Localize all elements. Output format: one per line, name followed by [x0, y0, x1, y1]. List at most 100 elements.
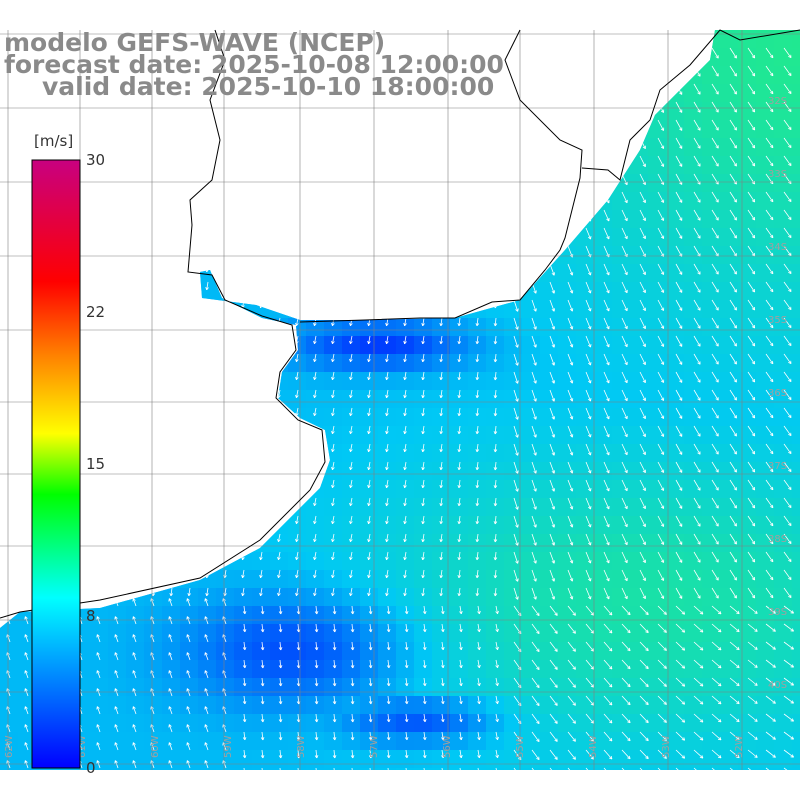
wind-arrow-head — [679, 218, 683, 221]
wind-arrow — [783, 155, 792, 166]
wind-arrow — [314, 353, 317, 362]
wind-arrow — [783, 371, 792, 382]
wind-arrow — [440, 425, 443, 434]
wind-arrow-head — [457, 376, 460, 381]
wind-cell — [648, 264, 666, 282]
wind-cell — [396, 498, 414, 516]
wind-arrow — [422, 407, 425, 416]
wind-arrow-head — [533, 381, 537, 384]
wind-arrow — [386, 353, 389, 362]
wind-arrow — [783, 65, 792, 76]
wind-arrow — [513, 425, 519, 438]
wind-cell — [450, 372, 468, 390]
wind-cell — [90, 678, 108, 696]
wind-cell — [396, 462, 414, 480]
wind-cell — [468, 426, 486, 444]
wind-cell — [468, 750, 486, 768]
wind-arrow-head — [751, 380, 755, 383]
wind-arrow — [639, 263, 646, 275]
wind-cell — [738, 300, 756, 318]
wind-cell — [504, 372, 522, 390]
wind-cell — [594, 228, 612, 246]
wind-arrow — [513, 371, 519, 384]
wind-arrow-head — [715, 452, 719, 455]
wind-cell — [720, 408, 738, 426]
wind-arrow-head — [386, 341, 389, 345]
wind-cell — [432, 678, 450, 696]
wind-cell — [198, 588, 216, 606]
wind-cell — [648, 462, 666, 480]
wind-arrow-head — [788, 398, 792, 401]
wind-cell — [666, 534, 684, 552]
wind-arrow-head — [660, 146, 664, 149]
wind-cell — [108, 732, 126, 750]
wind-arrow — [531, 407, 537, 420]
wind-arrow — [531, 371, 537, 384]
wind-cell — [198, 660, 216, 678]
wind-cell — [450, 606, 468, 624]
wind-cell — [648, 390, 666, 408]
wind-arrow-head — [403, 430, 405, 435]
wind-cell — [198, 642, 216, 660]
wind-cell — [648, 426, 666, 444]
wind-cell — [306, 390, 324, 408]
wind-cell — [612, 480, 630, 498]
wind-arrow-head — [606, 362, 610, 366]
wind-cell — [720, 390, 738, 408]
wind-cell — [702, 138, 720, 156]
wind-cell — [378, 462, 396, 480]
wind-arrow-head — [457, 430, 460, 435]
wind-arrow-head — [533, 309, 537, 312]
wind-cell — [126, 696, 144, 714]
wind-arrow — [657, 191, 664, 203]
wind-arrow-head — [350, 323, 353, 327]
wind-cell — [558, 660, 576, 678]
wind-arrow-head — [295, 322, 297, 326]
wind-arrow — [603, 389, 610, 402]
wind-arrow-head — [697, 434, 701, 437]
wind-cell — [702, 246, 720, 264]
wind-arrow-head — [751, 128, 755, 131]
wind-cell — [108, 642, 126, 660]
wind-arrow — [531, 353, 537, 366]
wind-arrow-head — [457, 394, 460, 399]
wind-arrow-head — [697, 218, 701, 221]
wind-arrow — [476, 407, 479, 416]
wind-cell — [468, 606, 486, 624]
wind-arrow-head — [475, 377, 478, 381]
wind-cell — [324, 678, 342, 696]
wind-arrow — [729, 317, 737, 329]
wind-cell — [324, 516, 342, 534]
wind-arrow-head — [788, 92, 792, 95]
wind-arrow-head — [385, 322, 387, 327]
wind-cell — [468, 696, 486, 714]
wind-cell — [324, 714, 342, 732]
wind-cell — [234, 678, 252, 696]
wind-cell — [594, 264, 612, 282]
wind-arrow-head — [422, 341, 425, 345]
wind-arrow-head — [606, 398, 610, 402]
wind-cell — [180, 660, 198, 678]
wind-cell — [360, 624, 378, 642]
wind-cell — [756, 642, 774, 660]
wind-arrow-head — [715, 164, 719, 167]
wind-arrow-head — [457, 412, 460, 417]
wind-cell — [576, 390, 594, 408]
wind-cell — [342, 354, 360, 372]
wind-arrow — [513, 407, 519, 420]
wind-cell — [378, 570, 396, 588]
wind-arrow-head — [551, 398, 555, 402]
wind-cell — [540, 588, 558, 606]
wind-arrow-head — [535, 326, 537, 330]
wind-arrow-head — [515, 327, 518, 330]
wind-cell — [126, 768, 144, 770]
wind-arrow-head — [788, 416, 792, 419]
wind-arrow — [368, 335, 371, 344]
wind-arrow-head — [733, 326, 737, 329]
wind-cell — [702, 192, 720, 210]
wind-arrow-head — [606, 416, 610, 420]
wind-arrow-head — [679, 416, 683, 419]
wind-cell — [270, 606, 288, 624]
wind-cell — [558, 750, 576, 768]
wind-cell — [648, 588, 666, 606]
